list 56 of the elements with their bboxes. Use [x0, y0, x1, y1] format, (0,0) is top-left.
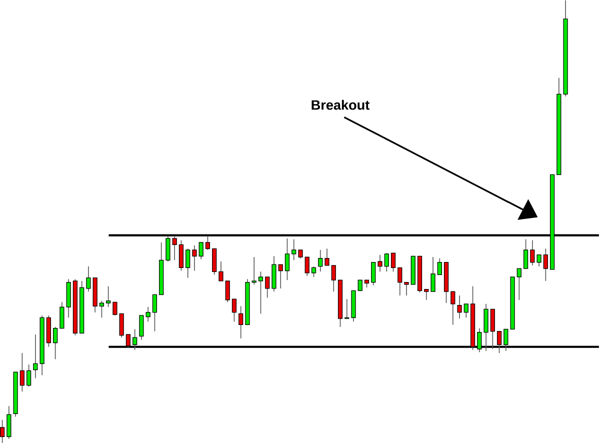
candlestick [225, 280, 230, 302]
candlestick [106, 286, 111, 308]
candlestick [212, 248, 217, 276]
candlestick [152, 294, 158, 332]
candlestick [265, 276, 270, 298]
candlestick [86, 266, 91, 292]
candlestick [398, 267, 402, 296]
annotation: Breakout [312, 100, 370, 110]
candlestick [218, 260, 224, 282]
candlestick [404, 282, 409, 296]
candlestick [139, 314, 144, 340]
candlestick [292, 238, 296, 260]
candlestick [424, 288, 429, 300]
candlestick [331, 264, 336, 292]
candlestick [318, 249, 323, 272]
candlestick [6, 406, 12, 440]
candlestick [358, 280, 362, 291]
candlestick [60, 302, 64, 329]
candlestick [437, 258, 442, 276]
candlestick [232, 298, 237, 322]
candlestick [543, 248, 548, 282]
candlestick [304, 256, 310, 276]
candlestick [284, 238, 290, 280]
candlestick [344, 298, 350, 319]
candlestick [146, 306, 150, 322]
candlestick [192, 244, 197, 272]
candlestick [311, 266, 316, 278]
candlestick [99, 300, 104, 318]
candlestick [186, 248, 190, 278]
candlestick [20, 352, 24, 392]
candlestick [378, 254, 382, 272]
candlestick [457, 294, 462, 319]
candlestick [324, 248, 330, 266]
candlestick [371, 262, 376, 286]
candlestick [0, 419, 5, 443]
candlestick [33, 334, 38, 379]
candlestick [178, 240, 184, 272]
candlestick [272, 256, 276, 292]
candlestick [384, 252, 389, 272]
candlestick [530, 240, 535, 266]
candlestick [430, 256, 436, 292]
candlestick [450, 290, 456, 326]
candlestick [112, 302, 118, 316]
candlestick [53, 326, 58, 360]
candlestick [252, 256, 256, 285]
candlestick [26, 364, 32, 387]
candlestick [119, 313, 124, 338]
candlestick [258, 271, 264, 314]
candlestick [464, 303, 468, 318]
candlestick [516, 268, 522, 300]
candlestick [390, 252, 396, 272]
candlestick [523, 238, 528, 269]
candlestick [198, 242, 204, 260]
candlestick [278, 264, 283, 289]
candlestick [238, 306, 244, 339]
candlestick [536, 254, 542, 267]
